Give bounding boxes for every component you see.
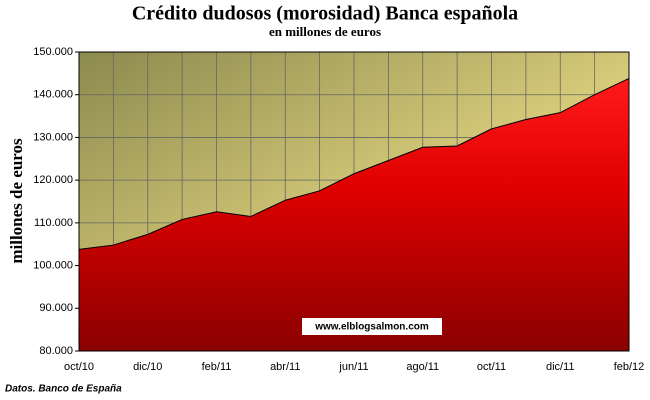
x-tick-label: dic/10 xyxy=(133,361,162,373)
marks xyxy=(78,78,630,352)
source: Datos. Banco de España xyxy=(5,384,122,395)
annotation-box xyxy=(302,318,442,335)
y-tick-label: 130.000 xyxy=(33,131,73,143)
y-tick-label: 120.000 xyxy=(33,174,73,186)
y-tick-label: 100.000 xyxy=(33,259,73,271)
y-tick-label: 150.000 xyxy=(33,46,73,58)
y-tick-label: 80.000 xyxy=(39,345,73,357)
chart-subtitle: en millones de euros xyxy=(269,24,381,39)
y-axis-label: millones de euros xyxy=(7,138,26,264)
y-tick-label: 110.000 xyxy=(34,217,73,229)
x-tick-label: dic/11 xyxy=(546,361,575,373)
x-tick-label: oct/11 xyxy=(477,361,506,373)
x-tick-label: ago/11 xyxy=(406,361,439,373)
y-tick-label: 90.000 xyxy=(39,302,73,314)
chart-title: Crédito dudosos (morosidad) Banca españo… xyxy=(132,3,518,25)
area xyxy=(79,78,629,352)
x-tick-label: abr/11 xyxy=(270,361,300,373)
x-tick-label: feb/12 xyxy=(614,361,645,373)
x-tick-label: oct/10 xyxy=(64,361,94,373)
annotation: www.elblogsalmon.com xyxy=(314,322,429,333)
x-tick-label: jun/11 xyxy=(338,361,368,373)
x-tick-label: feb/11 xyxy=(202,361,232,373)
plot-border xyxy=(78,51,630,352)
y-tick-label: 140.000 xyxy=(33,89,73,101)
area-line xyxy=(78,78,630,250)
